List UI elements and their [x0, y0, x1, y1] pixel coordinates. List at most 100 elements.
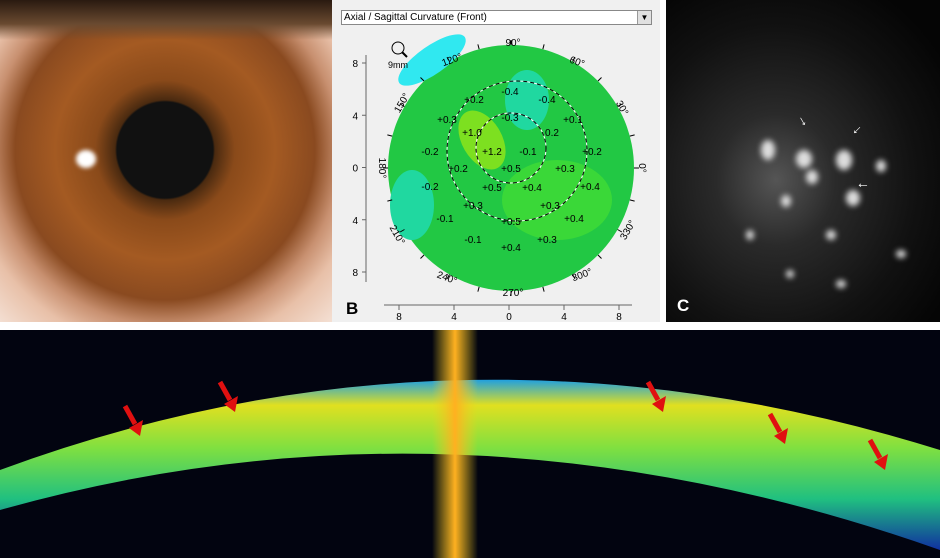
map-value: +0.2: [464, 95, 484, 106]
high-zone: [458, 110, 506, 170]
angle-tick: [629, 199, 635, 202]
map-value: -0.3: [501, 113, 519, 124]
cell-reflectivity: [761, 140, 775, 160]
red-arrow-head: [652, 396, 666, 412]
map-value: +0.4: [580, 182, 600, 193]
map-value: -0.1: [519, 147, 537, 158]
zone-circle: [446, 80, 588, 222]
red-arrow: [217, 380, 233, 402]
cell-reflectivity: [786, 270, 794, 278]
angle-tick: [446, 274, 450, 280]
map-value: +1.2: [482, 147, 502, 158]
angle-tick: [477, 286, 480, 292]
cell-reflectivity: [826, 230, 836, 240]
angle-tick: [399, 103, 405, 107]
chevron-down-icon[interactable]: ▼: [637, 11, 651, 24]
cell-reflectivity: [846, 190, 860, 206]
map-value: +0.3: [437, 115, 457, 126]
curvature-map: -0.4 -0.4 +0.2 +0.3 -0.3 +0.1 +1.0 0.2 -0.2 +1.2 -…: [346, 34, 647, 322]
angle-tick: [542, 286, 545, 292]
angle-tick: [542, 44, 545, 50]
map-value: +0.4: [501, 243, 521, 254]
map-value: +0.5: [501, 217, 521, 228]
map-value: -0.2: [421, 182, 439, 193]
red-arrow: [122, 404, 138, 426]
cell-reflectivity: [781, 195, 791, 207]
eyelashes: [0, 0, 332, 40]
panel-label-c: C: [677, 296, 690, 315]
red-arrow: [767, 412, 783, 434]
map-value: -0.4: [538, 95, 556, 106]
angle-label: 180°: [376, 158, 387, 179]
white-arrow: →: [794, 109, 816, 131]
x-tick-label: 4: [561, 312, 567, 322]
angle-tick: [572, 274, 576, 280]
angle-tick: [387, 134, 393, 137]
x-tick-label: 8: [396, 312, 402, 322]
x-tick-label: 0: [506, 312, 512, 322]
white-arrow: →: [848, 121, 870, 143]
magnifier-icon: [391, 41, 405, 55]
angle-label: 0°: [636, 163, 647, 173]
angle-tick: [572, 56, 576, 62]
red-arrow: [867, 438, 883, 460]
angle-tick: [597, 254, 602, 259]
angle-tick: [387, 199, 393, 202]
map-value: +0.5: [482, 183, 502, 194]
map-value: +0.1: [563, 115, 583, 126]
low-zone: [390, 170, 434, 240]
cell-reflectivity: [836, 280, 846, 288]
map-value: -0.1: [436, 214, 454, 225]
angle-label: 60°: [568, 55, 586, 71]
map-value: -0.4: [501, 87, 519, 98]
y-tick-label: 4: [352, 111, 358, 122]
white-arrow: →: [856, 180, 870, 196]
x-tick-label: 8: [616, 312, 622, 322]
map-value: +0.3: [463, 201, 483, 212]
map-value: +0.2: [582, 147, 602, 158]
magnifier-icon: [401, 51, 408, 58]
map-value: -0.2: [421, 147, 439, 158]
cell-reflectivity: [746, 230, 754, 240]
angle-tick: [420, 254, 425, 259]
zoom-label: 9mm: [388, 60, 408, 70]
x-tick-label: 4: [451, 312, 457, 322]
map-value: +0.2: [448, 164, 468, 175]
angle-label: 90°: [505, 38, 520, 49]
eye-photo-panel: [0, 0, 332, 322]
y-tick-label: 8: [352, 268, 358, 279]
cornea-band: [0, 379, 940, 550]
red-arrow-head: [224, 396, 238, 412]
map-value: +0.3: [537, 235, 557, 246]
low-zone: [505, 70, 549, 130]
red-arrow-head: [774, 428, 788, 444]
y-tick-label: 0: [352, 164, 358, 175]
map-value: +0.4: [522, 183, 542, 194]
map-value: +0.5: [501, 164, 521, 175]
cell-reflectivity: [876, 160, 886, 172]
central-reflex: [432, 330, 478, 558]
angle-tick: [446, 56, 450, 62]
angle-label: 270°: [503, 288, 524, 299]
panel-label-b: B: [346, 299, 358, 318]
angle-tick: [617, 229, 623, 233]
map-type-dropdown[interactable]: Axial / Sagittal Curvature (Front) ▼: [341, 10, 652, 25]
map-value: +0.3: [555, 164, 575, 175]
angle-tick: [597, 77, 602, 82]
cell-reflectivity: [796, 150, 812, 168]
map-value: +0.3: [540, 201, 560, 212]
oct-scan: [0, 330, 940, 558]
angle-tick: [477, 44, 480, 50]
angle-tick: [629, 134, 635, 137]
low-zone: [398, 34, 466, 86]
cell-reflectivity: [896, 250, 906, 258]
topography-panel: Axial / Sagittal Curvature (Front) ▼ -0.4…: [332, 0, 660, 322]
red-arrow-head: [129, 420, 143, 436]
map-value: +0.4: [564, 214, 584, 225]
map-value: 0.2: [545, 128, 559, 139]
zone-circle: [475, 112, 547, 184]
y-tick-label: 8: [352, 59, 358, 70]
light-reflex: [76, 150, 96, 168]
cell-reflectivity: [806, 170, 818, 184]
dropdown-value: Axial / Sagittal Curvature (Front): [344, 12, 487, 23]
